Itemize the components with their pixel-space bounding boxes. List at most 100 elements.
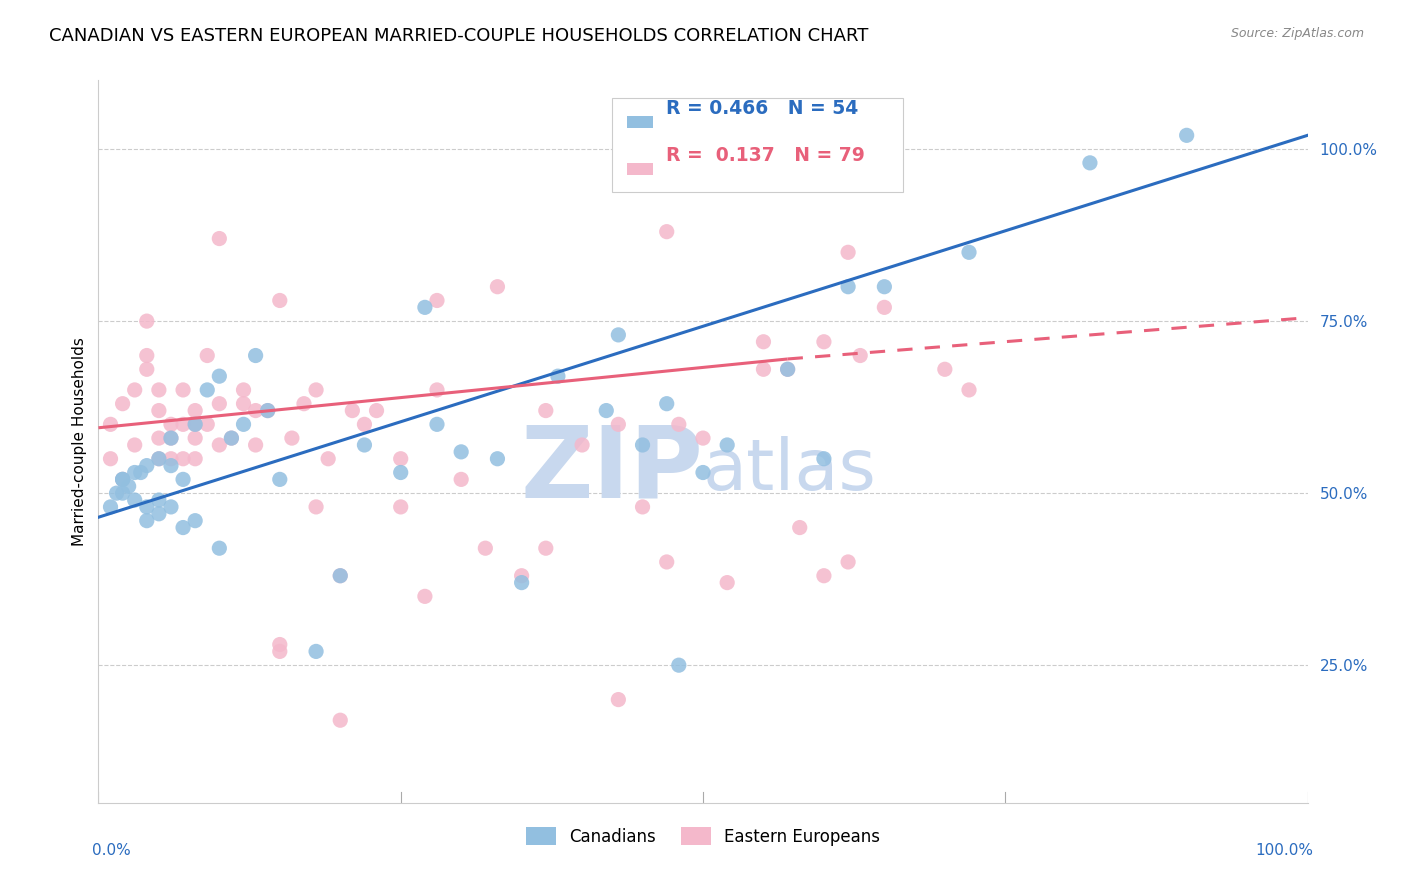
Y-axis label: Married-couple Households: Married-couple Households — [72, 337, 87, 546]
Point — [148, 403, 170, 417]
Point — [547, 369, 569, 384]
Point — [486, 279, 509, 293]
Point — [184, 431, 207, 445]
Point — [172, 383, 194, 397]
Point — [353, 417, 375, 432]
Point — [329, 568, 352, 582]
Point — [607, 417, 630, 432]
Point — [160, 431, 183, 445]
Point — [292, 397, 315, 411]
Point — [124, 466, 146, 480]
Point — [631, 500, 654, 514]
Point — [172, 472, 194, 486]
Point — [148, 431, 170, 445]
Point — [342, 403, 364, 417]
Point — [135, 349, 157, 363]
Point — [208, 541, 231, 556]
Point — [208, 397, 231, 411]
Point — [366, 403, 388, 417]
Point — [305, 500, 328, 514]
Point — [534, 403, 557, 417]
Point — [716, 438, 738, 452]
Point — [957, 383, 980, 397]
Point — [148, 507, 170, 521]
Point — [305, 644, 328, 658]
Point — [245, 438, 267, 452]
Point — [316, 451, 339, 466]
Text: Source: ZipAtlas.com: Source: ZipAtlas.com — [1230, 27, 1364, 40]
Text: ZIP: ZIP — [520, 422, 703, 519]
Point — [232, 383, 254, 397]
Point — [184, 417, 207, 432]
Point — [129, 466, 152, 480]
Point — [208, 231, 231, 245]
Point — [172, 520, 194, 534]
Point — [184, 451, 207, 466]
Point — [148, 451, 170, 466]
Point — [873, 279, 896, 293]
Point — [269, 644, 291, 658]
Point — [329, 713, 352, 727]
Point — [692, 431, 714, 445]
Point — [607, 692, 630, 706]
Point — [256, 403, 278, 417]
Point — [607, 327, 630, 342]
Point — [124, 383, 146, 397]
Point — [510, 575, 533, 590]
Point — [837, 555, 859, 569]
Point — [172, 417, 194, 432]
Point — [184, 514, 207, 528]
Point — [135, 362, 157, 376]
Point — [776, 362, 799, 376]
Point — [160, 451, 183, 466]
Point — [837, 279, 859, 293]
FancyBboxPatch shape — [627, 163, 654, 176]
Point — [195, 349, 218, 363]
Point — [245, 403, 267, 417]
Point — [1078, 156, 1101, 170]
Point — [389, 466, 412, 480]
Point — [221, 431, 243, 445]
Point — [668, 417, 690, 432]
Point — [752, 362, 775, 376]
Point — [655, 397, 678, 411]
Point — [413, 301, 436, 315]
Point — [873, 301, 896, 315]
Point — [232, 417, 254, 432]
Point — [184, 417, 207, 432]
Point — [571, 438, 593, 452]
Point — [100, 417, 122, 432]
Point — [305, 383, 328, 397]
Point — [111, 472, 134, 486]
Text: atlas: atlas — [703, 436, 877, 505]
Point — [668, 658, 690, 673]
Point — [269, 293, 291, 308]
Point — [118, 479, 141, 493]
Point — [474, 541, 496, 556]
Point — [124, 438, 146, 452]
Point — [195, 417, 218, 432]
Point — [208, 369, 231, 384]
Point — [269, 638, 291, 652]
Point — [148, 451, 170, 466]
Text: R = 0.466   N = 54: R = 0.466 N = 54 — [665, 99, 858, 118]
Point — [160, 431, 183, 445]
Point — [837, 245, 859, 260]
Point — [776, 362, 799, 376]
Point — [232, 397, 254, 411]
Point — [245, 349, 267, 363]
Point — [269, 472, 291, 486]
Point — [135, 514, 157, 528]
Point — [534, 541, 557, 556]
Point — [172, 451, 194, 466]
Point — [111, 472, 134, 486]
Point — [849, 349, 872, 363]
Point — [655, 555, 678, 569]
Point — [208, 438, 231, 452]
Point — [655, 225, 678, 239]
Point — [389, 500, 412, 514]
Legend: Canadians, Eastern Europeans: Canadians, Eastern Europeans — [519, 821, 887, 852]
Point — [631, 438, 654, 452]
Point — [105, 486, 128, 500]
Point — [160, 417, 183, 432]
